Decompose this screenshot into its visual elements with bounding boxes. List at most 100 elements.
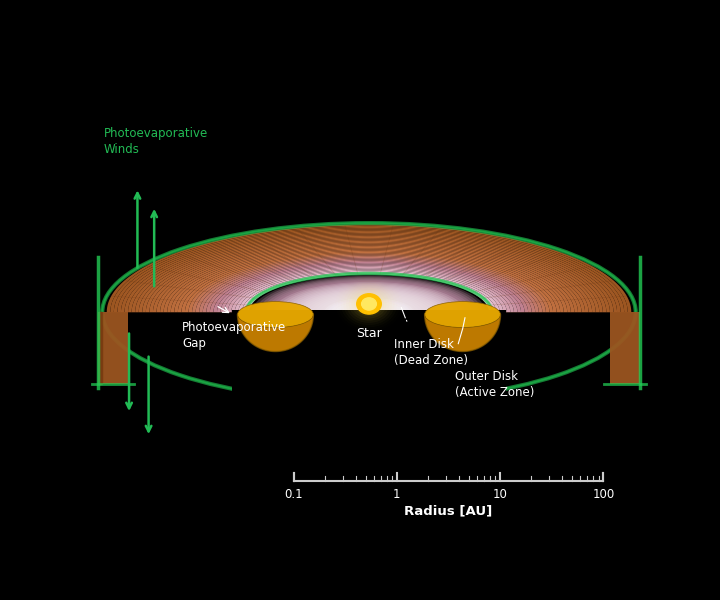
Ellipse shape [289, 287, 449, 337]
Circle shape [361, 298, 377, 310]
Polygon shape [192, 254, 546, 312]
Polygon shape [153, 241, 585, 312]
Text: Photoevaporative
Gap: Photoevaporative Gap [182, 322, 287, 350]
Polygon shape [114, 227, 624, 312]
Circle shape [356, 294, 382, 314]
Polygon shape [178, 250, 560, 312]
Ellipse shape [262, 278, 476, 346]
Ellipse shape [359, 309, 379, 316]
Text: Inner Disk
(Dead Zone): Inner Disk (Dead Zone) [394, 338, 468, 367]
Polygon shape [181, 251, 557, 312]
Ellipse shape [297, 290, 441, 335]
Ellipse shape [356, 294, 382, 314]
FancyBboxPatch shape [610, 312, 641, 384]
Ellipse shape [300, 290, 438, 334]
Polygon shape [143, 237, 595, 312]
Polygon shape [228, 267, 510, 312]
Polygon shape [146, 238, 592, 312]
Ellipse shape [276, 283, 462, 341]
Ellipse shape [323, 298, 415, 327]
Ellipse shape [238, 302, 313, 328]
Ellipse shape [324, 298, 414, 326]
Ellipse shape [266, 280, 472, 345]
Bar [232, 310, 506, 395]
Text: Photoevaporative
Winds: Photoevaporative Winds [104, 127, 208, 157]
Polygon shape [167, 245, 571, 312]
Ellipse shape [279, 284, 459, 341]
Polygon shape [139, 236, 599, 312]
Polygon shape [199, 257, 539, 312]
FancyBboxPatch shape [97, 312, 128, 384]
Ellipse shape [280, 284, 458, 340]
Ellipse shape [258, 277, 480, 347]
Ellipse shape [304, 292, 434, 333]
Ellipse shape [341, 304, 397, 321]
Ellipse shape [315, 295, 423, 329]
Polygon shape [110, 226, 628, 312]
Ellipse shape [319, 296, 419, 328]
Polygon shape [189, 253, 549, 312]
Polygon shape [213, 262, 525, 312]
Ellipse shape [354, 292, 384, 316]
Ellipse shape [318, 296, 420, 329]
Polygon shape [224, 266, 514, 312]
Ellipse shape [355, 308, 383, 317]
Ellipse shape [345, 305, 393, 320]
Ellipse shape [273, 282, 465, 343]
Ellipse shape [287, 286, 451, 338]
Polygon shape [235, 269, 503, 312]
Polygon shape [117, 228, 621, 312]
Polygon shape [128, 232, 610, 312]
Polygon shape [242, 272, 496, 312]
Ellipse shape [335, 301, 403, 323]
Polygon shape [238, 314, 313, 352]
Polygon shape [125, 230, 613, 312]
Ellipse shape [301, 291, 437, 334]
Polygon shape [210, 260, 528, 312]
Text: 100: 100 [593, 488, 614, 501]
Polygon shape [217, 263, 521, 312]
Polygon shape [238, 271, 500, 312]
Ellipse shape [348, 306, 390, 319]
Polygon shape [132, 233, 606, 312]
Ellipse shape [293, 289, 445, 336]
Ellipse shape [287, 286, 451, 338]
Ellipse shape [305, 292, 433, 332]
Polygon shape [196, 256, 542, 312]
Ellipse shape [291, 287, 447, 337]
Text: Outer Disk
(Active Zone): Outer Disk (Active Zone) [456, 370, 535, 399]
Polygon shape [150, 239, 588, 312]
Polygon shape [107, 224, 631, 312]
Ellipse shape [328, 299, 410, 325]
Ellipse shape [331, 300, 407, 324]
Polygon shape [220, 265, 518, 312]
Ellipse shape [308, 293, 430, 331]
Ellipse shape [284, 285, 454, 339]
Polygon shape [156, 242, 582, 312]
Ellipse shape [276, 283, 462, 341]
Ellipse shape [272, 282, 466, 343]
Bar [255, 312, 483, 414]
Ellipse shape [362, 310, 376, 314]
Ellipse shape [320, 297, 418, 328]
Polygon shape [231, 268, 507, 312]
Polygon shape [121, 229, 617, 312]
Ellipse shape [326, 299, 412, 326]
Ellipse shape [352, 307, 386, 317]
Polygon shape [163, 244, 575, 312]
Ellipse shape [310, 294, 428, 331]
Ellipse shape [269, 281, 469, 344]
Text: 10: 10 [492, 488, 508, 501]
Ellipse shape [425, 302, 500, 328]
Ellipse shape [297, 289, 441, 335]
Polygon shape [203, 258, 535, 312]
Polygon shape [207, 259, 531, 312]
Polygon shape [174, 248, 564, 312]
Polygon shape [171, 247, 567, 312]
Ellipse shape [312, 294, 426, 330]
Polygon shape [135, 235, 603, 312]
Ellipse shape [314, 295, 424, 329]
Ellipse shape [294, 289, 444, 336]
Ellipse shape [252, 275, 486, 349]
Polygon shape [425, 314, 500, 352]
